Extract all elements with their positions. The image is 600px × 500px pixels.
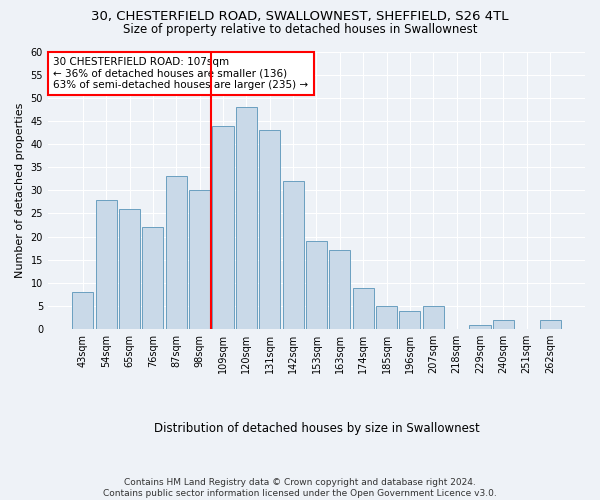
Bar (236, 107, 257, 329)
Text: 30 CHESTERFIELD ROAD: 107sqm
← 36% of detached houses are smaller (136)
63% of s: 30 CHESTERFIELD ROAD: 107sqm ← 36% of de… (53, 57, 308, 90)
Bar (400, 310, 421, 329)
Bar (539, 320, 560, 329)
Bar (283, 181, 304, 329)
Bar (95, 200, 117, 329)
Text: Size of property relative to detached houses in Swallownest: Size of property relative to detached ho… (123, 22, 477, 36)
Bar (306, 241, 327, 329)
Bar (493, 320, 514, 329)
Bar (119, 209, 140, 329)
Bar (376, 306, 397, 329)
Bar (142, 228, 163, 329)
Bar (166, 176, 187, 329)
Bar (259, 130, 280, 329)
Bar (212, 126, 233, 329)
Bar (469, 324, 491, 329)
Text: 30, CHESTERFIELD ROAD, SWALLOWNEST, SHEFFIELD, S26 4TL: 30, CHESTERFIELD ROAD, SWALLOWNEST, SHEF… (91, 10, 509, 23)
Bar (423, 306, 444, 329)
Bar (73, 292, 94, 329)
Bar (329, 250, 350, 329)
Bar (353, 288, 374, 329)
Y-axis label: Number of detached properties: Number of detached properties (15, 102, 25, 278)
X-axis label: Distribution of detached houses by size in Swallownest: Distribution of detached houses by size … (154, 422, 479, 435)
Text: Contains HM Land Registry data © Crown copyright and database right 2024.
Contai: Contains HM Land Registry data © Crown c… (103, 478, 497, 498)
Bar (189, 190, 210, 329)
